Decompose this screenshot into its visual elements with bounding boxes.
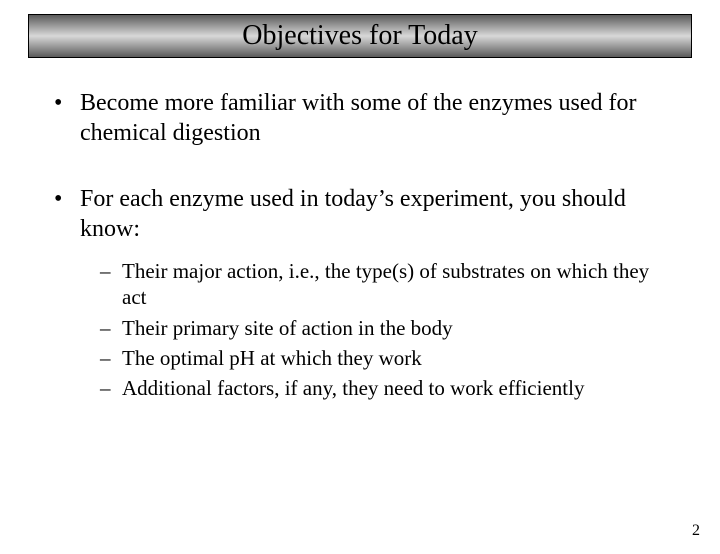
slide-title: Objectives for Today xyxy=(242,20,477,52)
list-item: The optimal pH at which they work xyxy=(80,345,672,371)
title-bar: Objectives for Today xyxy=(28,14,692,58)
list-item: Their major action, i.e., the type(s) of… xyxy=(80,258,672,311)
bullet-list: Become more familiar with some of the en… xyxy=(48,88,672,401)
list-item: Their primary site of action in the body xyxy=(80,315,672,341)
list-item: Additional factors, if any, they need to… xyxy=(80,375,672,401)
page-number: 2 xyxy=(692,522,700,540)
sub-bullet-text: The optimal pH at which they work xyxy=(122,346,422,370)
bullet-text: For each enzyme used in today’s experime… xyxy=(80,186,626,242)
sub-bullet-list: Their major action, i.e., the type(s) of… xyxy=(80,258,672,401)
sub-bullet-text: Their major action, i.e., the type(s) of… xyxy=(122,259,649,309)
list-item: Become more familiar with some of the en… xyxy=(48,88,672,148)
slide-content: Become more familiar with some of the en… xyxy=(0,58,720,401)
sub-bullet-text: Their primary site of action in the body xyxy=(122,316,453,340)
list-item: For each enzyme used in today’s experime… xyxy=(48,184,672,401)
bullet-text: Become more familiar with some of the en… xyxy=(80,90,637,146)
sub-bullet-text: Additional factors, if any, they need to… xyxy=(122,376,584,400)
